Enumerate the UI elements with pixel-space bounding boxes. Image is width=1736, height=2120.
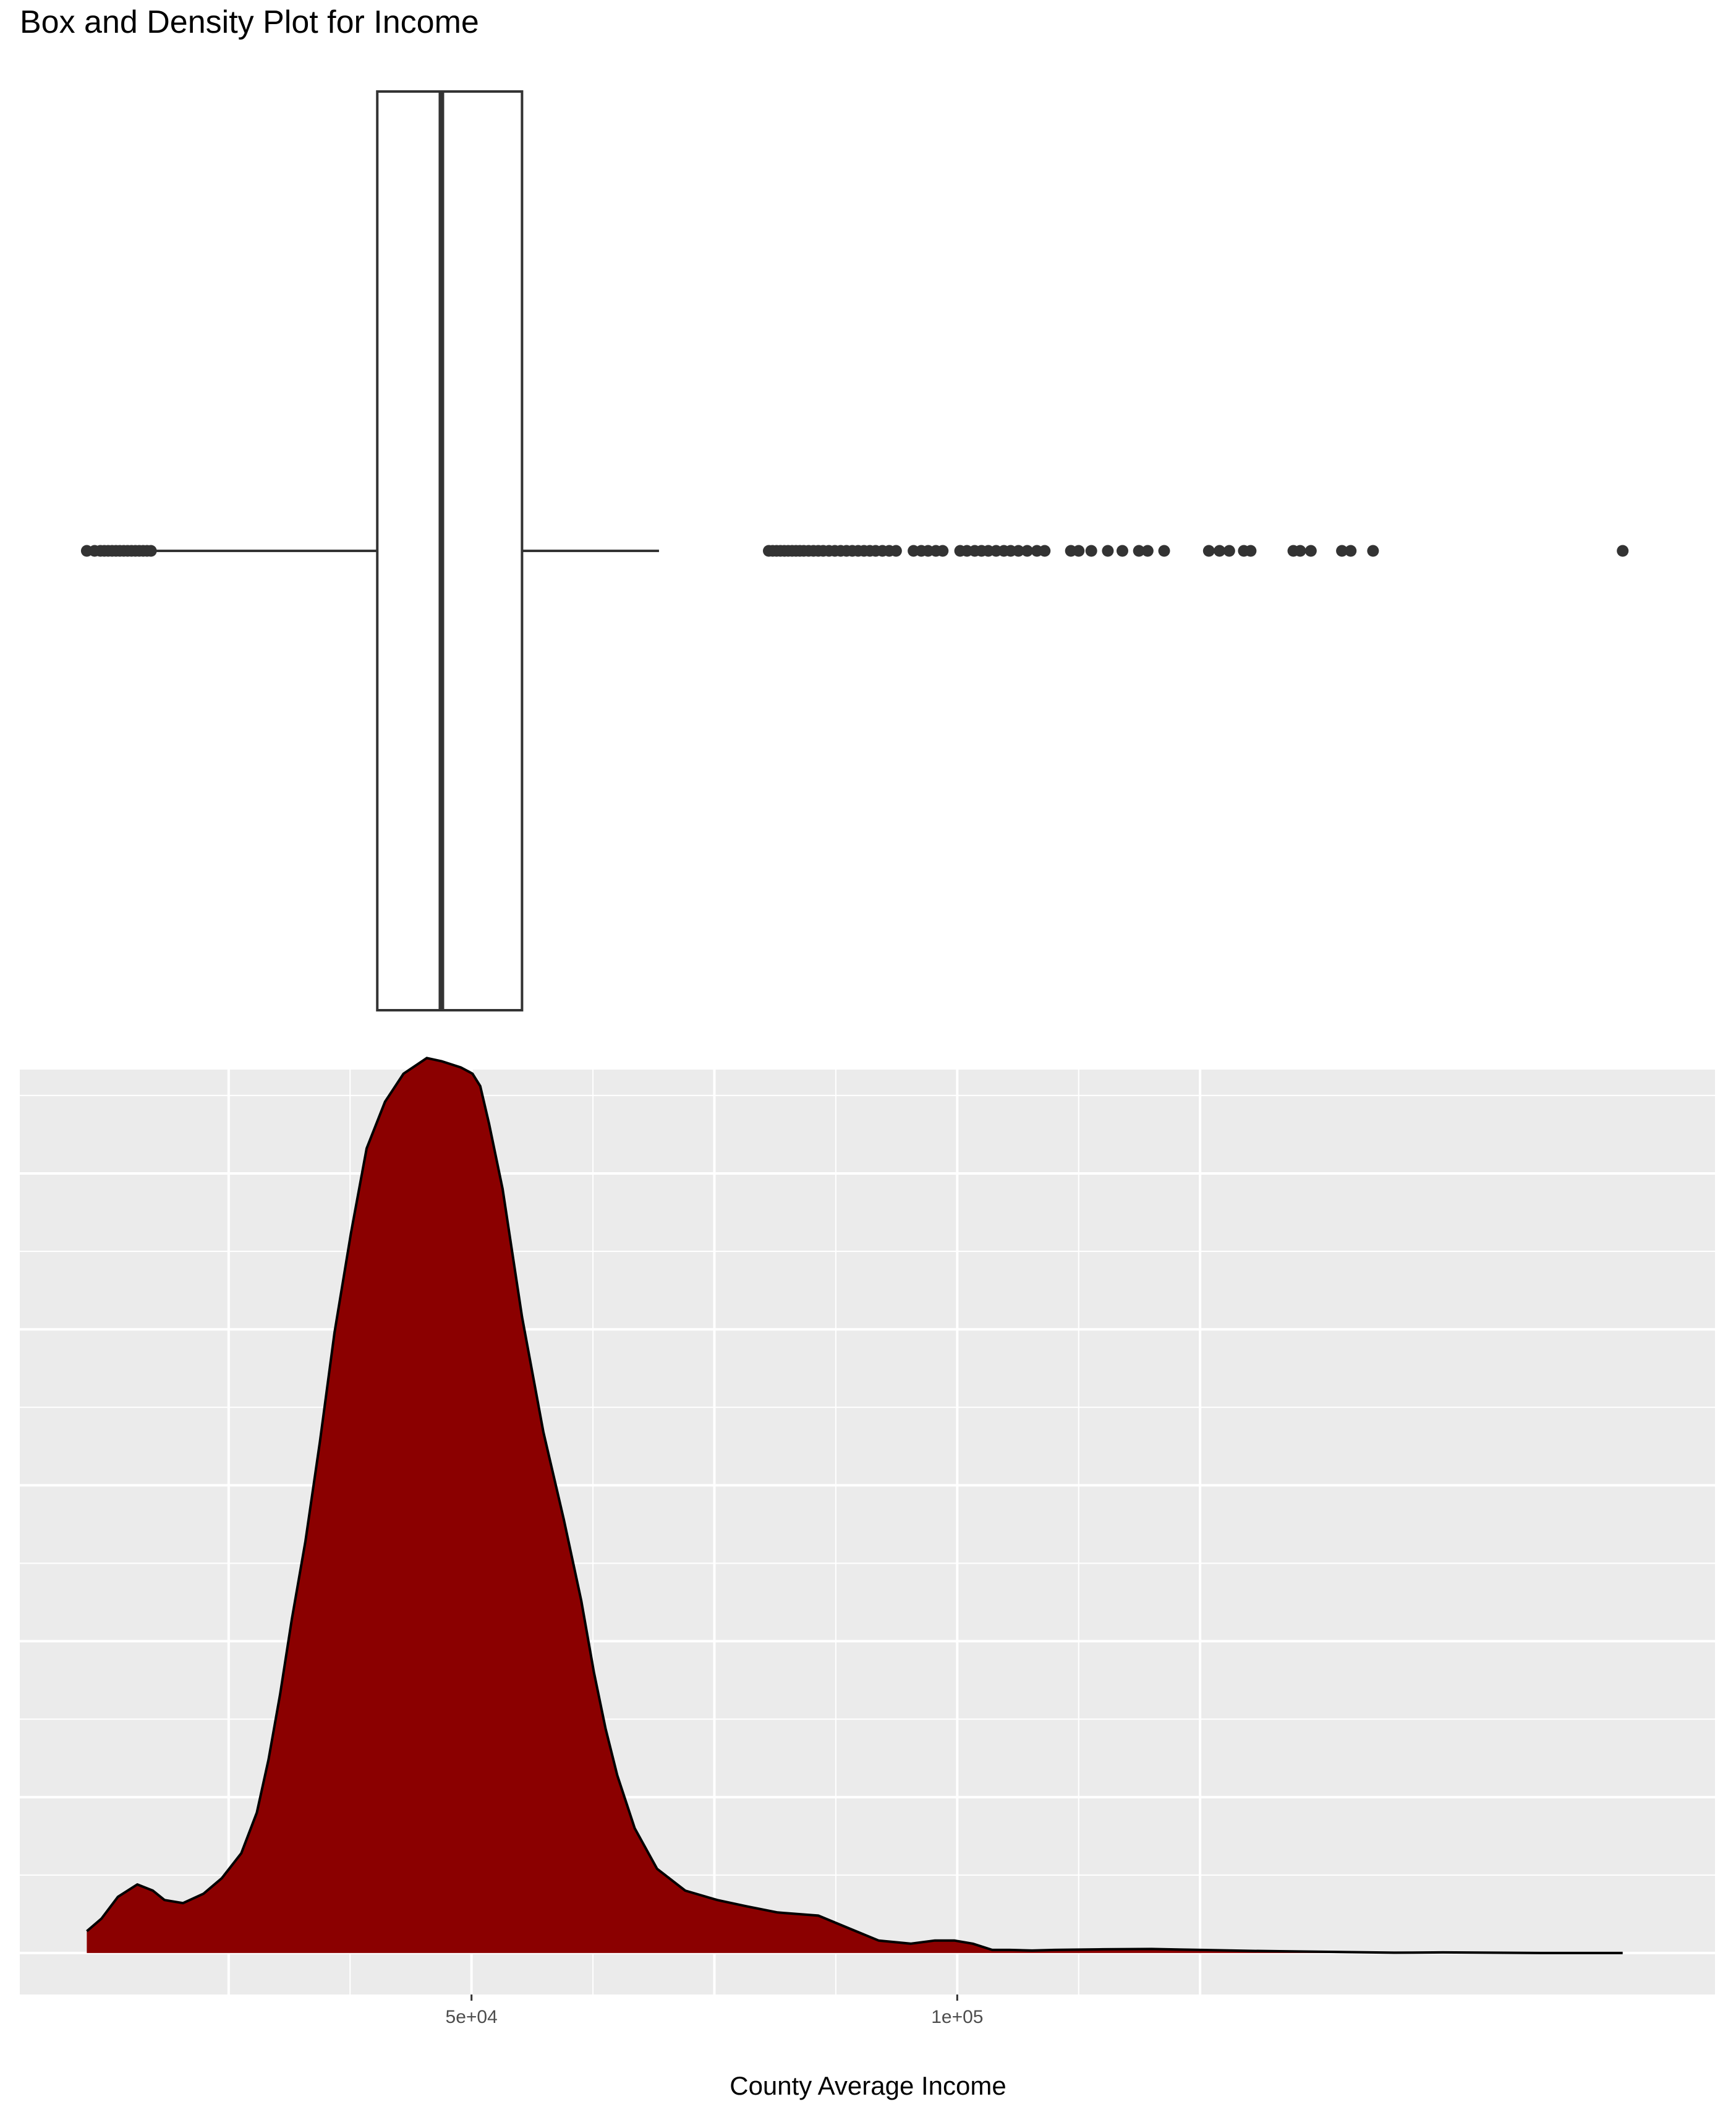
outlier-point bbox=[1202, 545, 1215, 557]
outlier-point bbox=[937, 545, 949, 557]
outlier-point bbox=[1214, 545, 1226, 557]
outlier-point bbox=[1141, 545, 1154, 557]
outlier-point bbox=[1073, 545, 1085, 557]
outlier-point bbox=[1012, 545, 1024, 557]
density-plot: 5e+04 1e+05 County Average Income bbox=[20, 1057, 1715, 2100]
x-tick-label: 1e+05 bbox=[931, 2007, 983, 2027]
outlier-point bbox=[1617, 545, 1629, 557]
outlier-point bbox=[1021, 545, 1033, 557]
outlier-point bbox=[1039, 545, 1051, 557]
outlier-point bbox=[1102, 545, 1114, 557]
chart-title: Box and Density Plot for Income bbox=[20, 4, 479, 40]
outlier-point bbox=[1085, 545, 1097, 557]
density-area bbox=[87, 1058, 1623, 1953]
outlier-point bbox=[1304, 545, 1317, 557]
box-outliers bbox=[80, 545, 1629, 557]
outlier-point bbox=[145, 545, 157, 557]
x-tick-label: 5e+04 bbox=[446, 2007, 498, 2027]
box-iqr bbox=[376, 90, 524, 1011]
outlier-point bbox=[1116, 545, 1128, 557]
outlier-point bbox=[1367, 545, 1379, 557]
density-x-axis: 5e+04 1e+05 bbox=[446, 1994, 983, 2027]
density-line bbox=[86, 1057, 1623, 1954]
outlier-point bbox=[1345, 545, 1357, 557]
outlier-point bbox=[1294, 545, 1306, 557]
x-axis-label: County Average Income bbox=[730, 2071, 1006, 2100]
outlier-point bbox=[1336, 545, 1348, 557]
box-plot bbox=[80, 90, 1629, 1011]
outlier-point bbox=[1133, 545, 1145, 557]
outlier-point bbox=[890, 545, 902, 557]
outlier-point bbox=[1245, 545, 1257, 557]
outlier-point bbox=[1223, 545, 1235, 557]
outlier-point bbox=[1158, 545, 1170, 557]
